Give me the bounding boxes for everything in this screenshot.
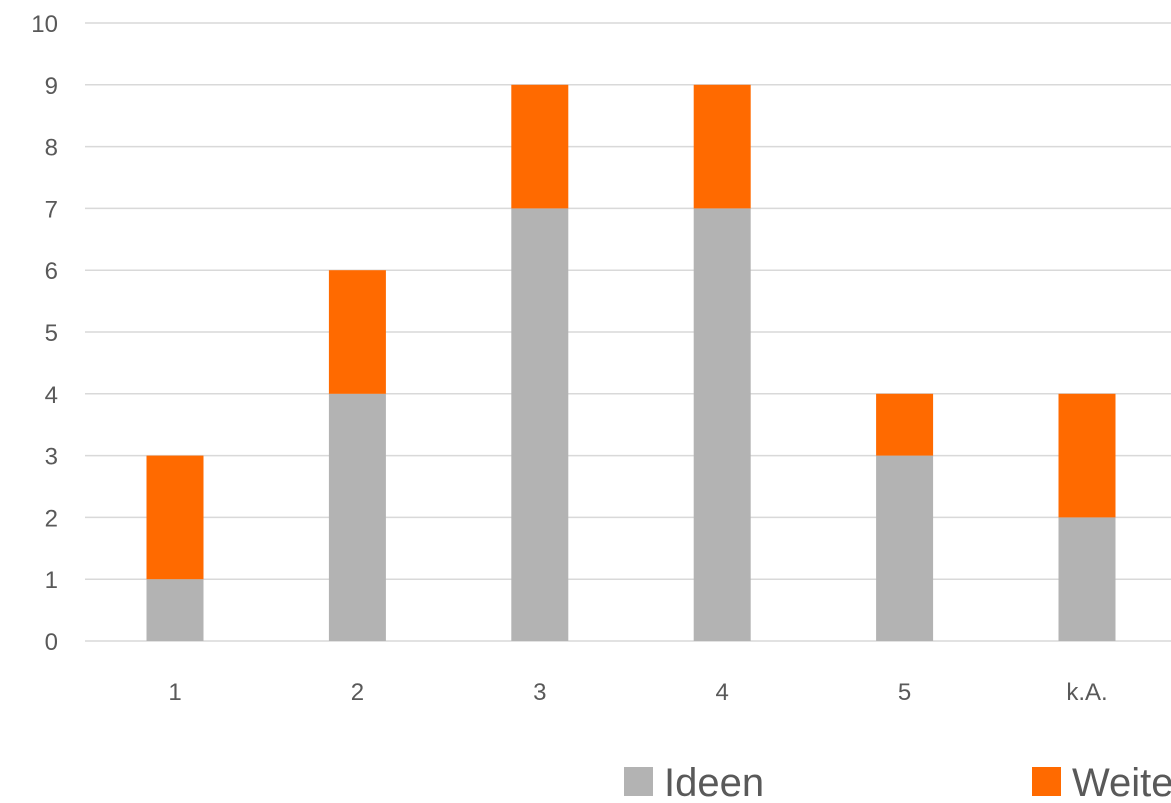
y-tick-label-6: 6: [45, 258, 58, 285]
bar-ideen-k.A.: [1058, 517, 1116, 641]
legend-label-ideen: Ideen: [664, 761, 764, 803]
gridlines: [85, 22, 1171, 642]
bar-weiterentwicklung-1: [146, 455, 204, 580]
x-tick-label-1: 1: [168, 679, 181, 706]
bar-weiterentwicklung-5: [876, 393, 934, 456]
bar-ideen-3: [511, 208, 569, 641]
bar-weiterentwicklung-2: [328, 270, 386, 394]
y-tick-label-0: 0: [45, 629, 58, 656]
x-tick-label-5: 5: [898, 679, 911, 706]
x-tick-label-2: 2: [351, 679, 364, 706]
bar-weiterentwicklung-k.A.: [1058, 393, 1116, 518]
y-tick-label-1: 1: [45, 567, 58, 594]
legend-swatch-weiterentwicklung: [1032, 767, 1061, 796]
x-tick-label-4: 4: [716, 679, 729, 706]
y-tick-label-5: 5: [45, 320, 58, 347]
y-tick-label-4: 4: [45, 382, 58, 409]
y-tick-label-2: 2: [45, 505, 58, 532]
x-tick-label-3: 3: [533, 679, 546, 706]
legend-swatch-ideen: [624, 767, 653, 796]
bar-weiterentwicklung-4: [693, 84, 751, 209]
y-tick-label-8: 8: [45, 135, 58, 162]
y-tick-label-7: 7: [45, 196, 58, 223]
x-tick-label-k.A.: k.A.: [1066, 679, 1107, 706]
legend: Ideen Weiterentwicklung: [624, 761, 1171, 803]
bars: [146, 84, 1116, 641]
y-tick-label-3: 3: [45, 444, 58, 471]
x-axis-ticks: 1 2 3 4 5 k.A.: [168, 679, 1107, 706]
y-axis-ticks: 0 1 2 3 4 5 6 7 8 9 10: [31, 11, 58, 656]
legend-label-weiterentwicklung: Weiterentwicklung: [1072, 761, 1171, 803]
bar-weiterentwicklung-3: [511, 84, 569, 209]
y-tick-label-9: 9: [45, 73, 58, 100]
bar-ideen-1: [146, 579, 204, 641]
bar-ideen-5: [876, 455, 934, 641]
y-tick-label-10: 10: [31, 11, 58, 38]
bar-ideen-2: [328, 393, 386, 641]
bar-ideen-4: [693, 208, 751, 641]
